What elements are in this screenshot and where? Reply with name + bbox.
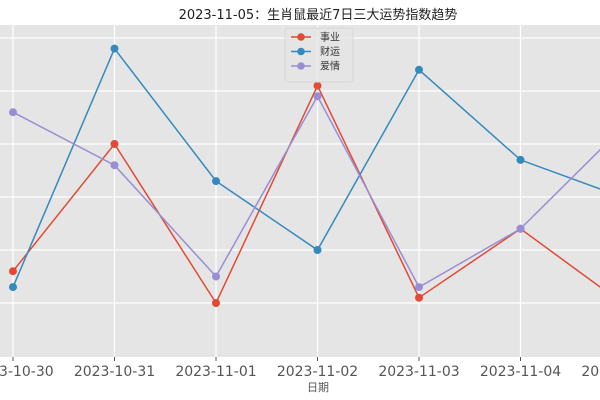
- legend-box: [284, 27, 354, 83]
- legend-marker: [297, 47, 305, 56]
- data-point: [415, 65, 423, 74]
- legend-label: 财运: [320, 45, 340, 58]
- x-axis-label: 日期: [307, 381, 329, 394]
- legend-label: 爱情: [320, 60, 340, 73]
- x-tick-label: 2023-11-02: [277, 364, 358, 380]
- x-tick-label: 2023-10-31: [74, 364, 155, 380]
- x-tick-label: 2023-11-01: [175, 364, 256, 380]
- data-point: [516, 224, 525, 233]
- series-2: [9, 92, 600, 292]
- data-point: [110, 161, 119, 170]
- legend-marker: [297, 62, 305, 70]
- data-point: [313, 81, 322, 90]
- data-point: [516, 155, 525, 164]
- data-point: [9, 267, 17, 276]
- x-axis-ticks: 2023-10-30 2023-10-31 2023-11-01 2023-11-02…: [0, 357, 600, 380]
- x-tick-label: 2023-11-04: [480, 364, 561, 380]
- data-point: [212, 272, 220, 281]
- data-point: [110, 44, 119, 53]
- data-point: [313, 246, 322, 254]
- data-point: [415, 293, 423, 302]
- data-point: [9, 283, 17, 292]
- data-point: [313, 92, 322, 101]
- chart-title: 2023-11-05：生肖鼠最近7日三大运势指数趋势: [179, 7, 458, 23]
- legend-label: 事业: [320, 31, 340, 44]
- data-point: [110, 140, 119, 148]
- data-point: [212, 177, 220, 186]
- data-point: [9, 108, 17, 117]
- data-point: [415, 283, 423, 292]
- x-tick-label: 2023-10-30: [0, 364, 54, 380]
- series-lines: [9, 44, 600, 307]
- legend-marker: [297, 33, 305, 41]
- series-1: [9, 44, 600, 292]
- x-tick-label: 2023-11-05: [581, 364, 600, 380]
- data-point: [212, 299, 220, 307]
- x-tick-label: 2023-11-03: [378, 364, 459, 380]
